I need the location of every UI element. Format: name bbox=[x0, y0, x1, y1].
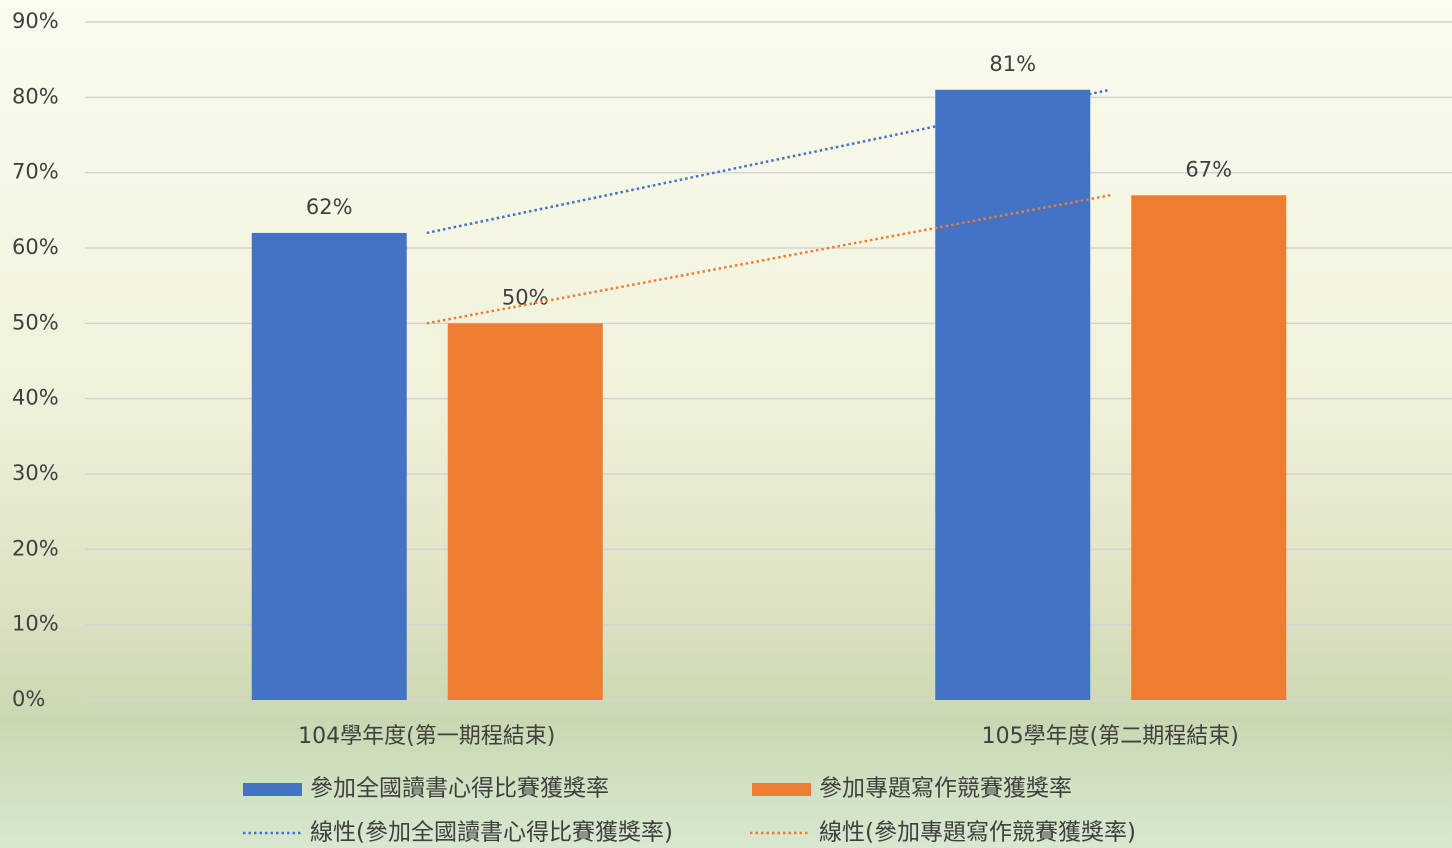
y-tick-label: 10% bbox=[12, 612, 59, 636]
x-tick-label: 104學年度(第一期程結束) bbox=[298, 724, 555, 749]
bar bbox=[1131, 195, 1286, 700]
data-label: 81% bbox=[989, 52, 1036, 76]
data-label: 62% bbox=[306, 195, 353, 219]
y-tick-label: 40% bbox=[12, 386, 59, 410]
y-tick-label: 20% bbox=[12, 536, 59, 560]
legend-swatch bbox=[752, 783, 811, 796]
y-tick-label: 70% bbox=[12, 160, 59, 184]
y-tick-label: 50% bbox=[12, 310, 59, 334]
legend-label: 參加全國讀書心得比賽獲獎率 bbox=[310, 776, 609, 802]
bar bbox=[448, 323, 603, 700]
legend-label: 線性(參加專題寫作競賽獲獎率) bbox=[819, 820, 1136, 846]
legend-label: 參加專題寫作競賽獲獎率 bbox=[819, 776, 1072, 802]
y-tick-label: 80% bbox=[12, 84, 59, 108]
legend-label: 線性(參加全國讀書心得比賽獲獎率) bbox=[310, 820, 673, 846]
bar bbox=[935, 90, 1090, 700]
legend-swatch bbox=[243, 783, 302, 796]
y-tick-label: 30% bbox=[12, 461, 59, 485]
chart: 0%10%20%30%40%50%60%70%80%90%62%81%50%67… bbox=[0, 0, 1452, 848]
x-tick-label: 105學年度(第二期程結束) bbox=[982, 724, 1239, 749]
y-tick-label: 90% bbox=[12, 9, 59, 33]
y-tick-label: 0% bbox=[12, 687, 45, 711]
y-tick-label: 60% bbox=[12, 235, 59, 259]
bar bbox=[252, 233, 407, 700]
data-label: 67% bbox=[1185, 157, 1232, 181]
